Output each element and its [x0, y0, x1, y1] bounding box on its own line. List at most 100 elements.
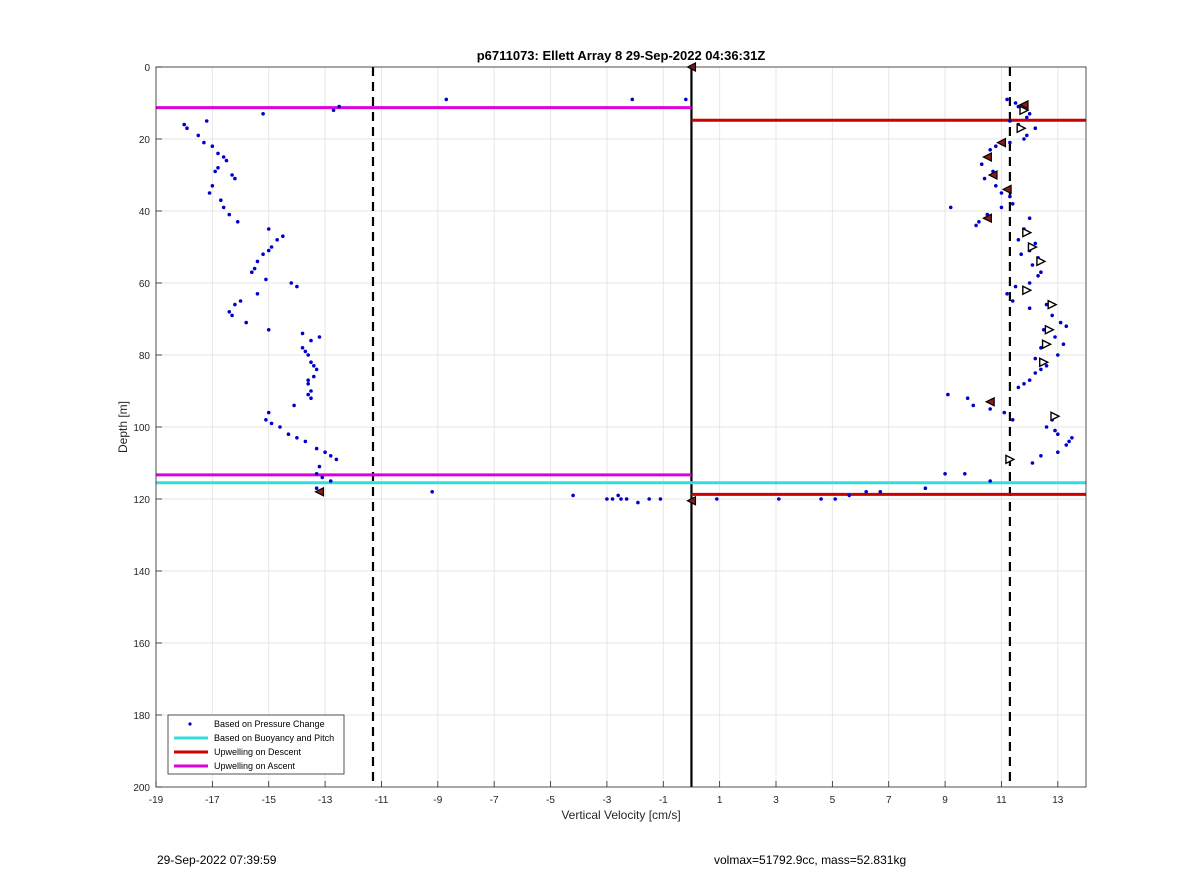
- open-triangle-marker: [1047, 299, 1058, 310]
- pressure-point: [261, 252, 265, 256]
- pressure-point: [1044, 425, 1049, 429]
- x-tick-label: -9: [433, 795, 442, 806]
- pressure-point: [1064, 324, 1069, 329]
- pressure-point: [1027, 216, 1032, 220]
- pressure-point: [1044, 364, 1049, 368]
- pressure-point: [1058, 320, 1063, 325]
- pressure-point: [317, 464, 322, 469]
- pressure-point: [430, 490, 434, 494]
- pressure-point: [864, 490, 868, 494]
- pressure-point: [1022, 382, 1026, 386]
- pressure-point: [235, 220, 240, 224]
- pressure-point: [1036, 274, 1040, 278]
- pressure-point: [328, 454, 333, 458]
- pressure-point: [1013, 284, 1018, 289]
- x-tick-label: -15: [262, 795, 277, 806]
- pressure-point: [1061, 342, 1066, 347]
- pressure-point: [658, 497, 663, 501]
- pressure-point: [309, 360, 313, 365]
- pressure-point: [624, 497, 629, 501]
- y-tick-label: 100: [133, 423, 150, 434]
- y-tick-label: 60: [139, 279, 151, 290]
- y-tick-label: 180: [133, 711, 150, 722]
- pressure-point: [630, 97, 635, 102]
- pressure-point: [230, 173, 234, 177]
- pressure-point: [988, 148, 992, 152]
- pressure-point: [605, 497, 609, 501]
- pressure-point: [1033, 126, 1038, 130]
- pressure-point: [230, 313, 234, 318]
- pressure-point: [185, 126, 189, 130]
- pressure-point: [278, 425, 282, 429]
- pressure-point: [1027, 281, 1032, 285]
- pressure-point: [444, 97, 449, 102]
- x-tick-label: -3: [602, 795, 611, 806]
- open-triangle-marker: [1027, 241, 1039, 253]
- open-triangle-marker: [1022, 227, 1033, 238]
- pressure-point: [328, 479, 333, 483]
- grid-lines: [155, 66, 1086, 788]
- legend-label-pressure: Based on Pressure Change: [214, 719, 325, 729]
- pressure-point: [233, 302, 237, 307]
- open-triangle-marker: [1016, 123, 1027, 134]
- pressure-point: [300, 346, 305, 350]
- pressure-point: [224, 158, 229, 163]
- pressure-point: [982, 176, 987, 181]
- pressure-point: [331, 108, 336, 112]
- pressure-point: [266, 410, 271, 415]
- legend-dot-marker: [188, 722, 192, 726]
- pressure-point: [1039, 346, 1043, 350]
- pressure-point: [204, 119, 209, 123]
- pressure-point: [948, 205, 953, 210]
- pressure-point: [314, 446, 319, 451]
- pressure-point: [878, 490, 883, 494]
- pressure-point: [221, 155, 226, 159]
- pressure-point: [306, 378, 310, 383]
- pressure-point: [1005, 292, 1009, 296]
- open-triangle-marker: [1022, 285, 1033, 296]
- pressure-point: [219, 198, 223, 202]
- pressure-point: [1030, 263, 1035, 267]
- pressure-point: [227, 310, 232, 314]
- pressure-point: [1041, 328, 1046, 332]
- y-tick-label: 120: [133, 495, 150, 506]
- pressure-point: [312, 364, 316, 368]
- pressure-point: [1033, 356, 1038, 361]
- pressure-point: [979, 162, 984, 166]
- pressure-point: [1056, 432, 1060, 437]
- pressure-point: [306, 353, 310, 357]
- pressure-point: [1005, 97, 1009, 102]
- pressure-point: [213, 169, 217, 174]
- pressure-point: [963, 472, 967, 476]
- pressure-point: [264, 418, 268, 422]
- pressure-point: [306, 382, 310, 386]
- pressure-point: [233, 176, 237, 181]
- pressure-point: [314, 367, 319, 372]
- pressure-point: [1016, 385, 1021, 390]
- pressure-point: [965, 396, 970, 401]
- pressure-point: [1002, 410, 1007, 415]
- pressure-point: [1010, 299, 1015, 303]
- pressure-point: [320, 475, 325, 480]
- pressure-point: [1064, 443, 1069, 447]
- pressure-point: [988, 407, 992, 411]
- y-axis-label: Depth [m]: [116, 401, 130, 453]
- pressure-point: [777, 497, 781, 501]
- pressure-point: [943, 472, 947, 476]
- pressure-point: [269, 245, 274, 249]
- pressure-point: [1025, 133, 1029, 138]
- pressure-point: [334, 457, 339, 462]
- open-triangle-marker: [1041, 339, 1053, 350]
- pressure-point: [1025, 115, 1029, 120]
- pressure-point: [289, 281, 294, 285]
- pressure-point: [847, 493, 852, 498]
- y-axis-ticks: 0 20 40 60 80 100 120 140 160 180 200: [133, 63, 162, 794]
- filled-triangle-marker: [314, 486, 325, 497]
- legend: Based on Pressure Change Based on Buoyan…: [167, 714, 345, 775]
- pressure-point: [994, 144, 998, 148]
- pressure-point: [303, 439, 308, 444]
- pressure-point: [1027, 378, 1032, 383]
- x-tick-label: -13: [318, 795, 333, 806]
- pressure-point: [303, 349, 308, 354]
- pressure-point: [1008, 194, 1012, 199]
